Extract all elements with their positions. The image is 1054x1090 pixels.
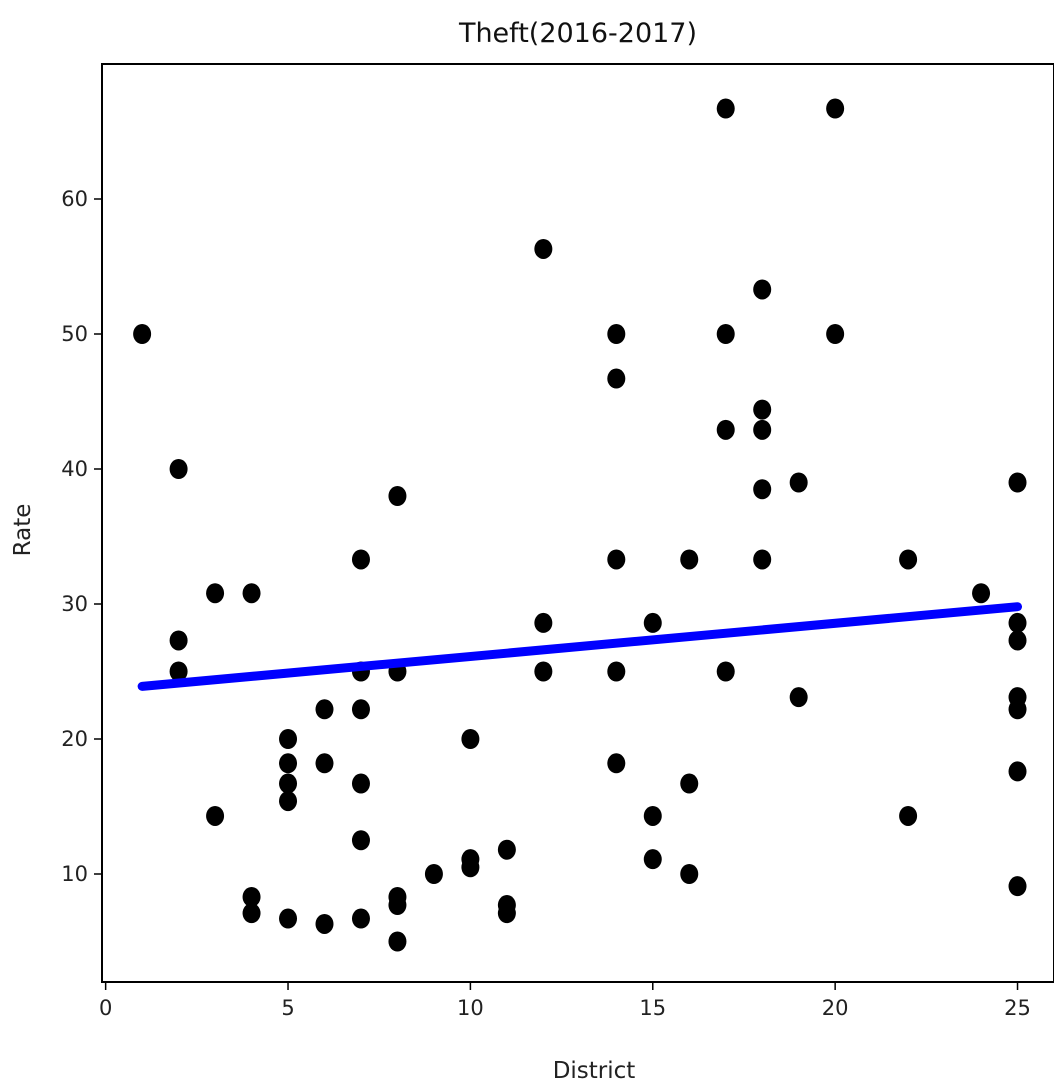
y-tick-label: 60 [61,187,88,211]
data-point [789,687,808,708]
data-point [497,903,516,924]
data-point [680,773,699,794]
data-point [424,864,443,884]
data-point [716,419,735,440]
x-tick-label: 10 [457,996,484,1020]
data-point [315,753,334,774]
x-axis-label: District [553,1058,636,1084]
data-point [607,324,626,344]
chart-title: Theft(2016-2017) [458,18,697,49]
plot-frame [101,63,1054,983]
y-tick-label: 20 [61,727,88,751]
data-point [279,791,298,812]
data-point [607,368,626,389]
data-point [169,459,188,479]
data-point [643,612,662,633]
data-point [826,324,845,344]
data-point [753,479,772,500]
x-tick-label: 15 [639,996,666,1020]
data-point [351,699,370,720]
x-tick-label: 5 [281,996,294,1020]
data-point [716,324,735,344]
data-point [753,399,772,420]
data-point [351,830,370,851]
data-point [206,805,225,826]
data-point [242,583,261,604]
data-point [534,612,553,633]
data-point [753,549,772,570]
data-point [279,729,298,749]
y-axis-ticks: 10 20 30 40 50 60 [61,187,102,886]
y-tick-label: 30 [61,592,88,616]
data-point [716,661,735,682]
data-point [643,849,662,870]
data-point [133,324,152,344]
data-point [1008,472,1027,493]
data-point [1008,699,1027,720]
data-point [242,903,261,924]
data-point [315,699,334,720]
y-tick-label: 50 [61,322,88,346]
data-point [351,773,370,794]
data-point [1008,876,1027,897]
plot-area: 0 5 10 15 20 25 10 20 30 40 50 60 [61,63,1054,1020]
y-tick-label: 40 [61,457,88,481]
data-point [169,630,188,651]
data-point [1008,612,1027,633]
data-point [388,895,407,916]
data-point [315,913,334,934]
data-point [388,931,407,952]
y-tick-label: 10 [61,862,88,886]
data-point [242,886,261,907]
x-tick-label: 0 [99,996,112,1020]
data-point [899,549,918,570]
data-point [1008,761,1027,782]
data-point [351,549,370,570]
data-point [789,472,808,493]
data-point [461,729,480,749]
data-point [169,661,188,682]
data-point [351,908,370,929]
data-point [534,661,553,682]
x-tick-label: 20 [822,996,849,1020]
data-point [680,549,699,570]
data-point [279,753,298,774]
data-point [972,583,991,604]
data-point [607,661,626,682]
scatter-points [133,98,1027,952]
data-point [607,549,626,570]
data-point [607,753,626,774]
data-point [753,419,772,440]
data-point [826,98,845,119]
data-point [279,908,298,929]
data-point [534,238,553,259]
data-point [461,857,480,878]
trend-line [137,602,1023,691]
data-point [388,486,407,506]
data-point [279,773,298,794]
data-point [680,864,699,884]
data-point [206,583,225,604]
data-point [643,805,662,826]
data-point [1008,630,1027,651]
x-axis-ticks: 0 5 10 15 20 25 [99,982,1031,1020]
data-point [899,805,918,826]
x-tick-label: 25 [1004,996,1031,1020]
data-point [497,839,516,860]
data-point [716,98,735,119]
data-point [753,279,772,300]
y-axis-label: Rate [10,504,36,557]
